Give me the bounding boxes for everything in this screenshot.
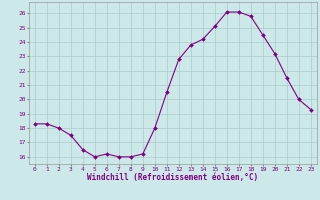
X-axis label: Windchill (Refroidissement éolien,°C): Windchill (Refroidissement éolien,°C) xyxy=(87,173,258,182)
